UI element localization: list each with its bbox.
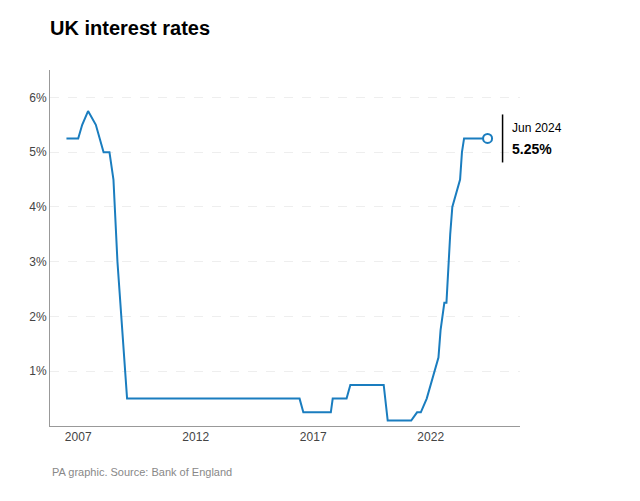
svg-text:2022: 2022 (417, 430, 444, 444)
svg-text:2007: 2007 (65, 430, 92, 444)
svg-text:3%: 3% (29, 255, 47, 269)
svg-text:2017: 2017 (300, 430, 327, 444)
svg-text:2012: 2012 (182, 430, 209, 444)
svg-text:2%: 2% (29, 310, 47, 324)
svg-text:UK interest rates: UK interest rates (50, 17, 210, 39)
svg-text:4%: 4% (29, 200, 47, 214)
svg-text:Jun 2024: Jun 2024 (512, 121, 562, 135)
svg-text:6%: 6% (29, 91, 47, 105)
svg-text:5%: 5% (29, 145, 47, 159)
svg-text:PA graphic. Source: Bank of En: PA graphic. Source: Bank of England (52, 466, 232, 478)
svg-text:1%: 1% (29, 364, 47, 378)
svg-text:5.25%: 5.25% (512, 141, 552, 157)
